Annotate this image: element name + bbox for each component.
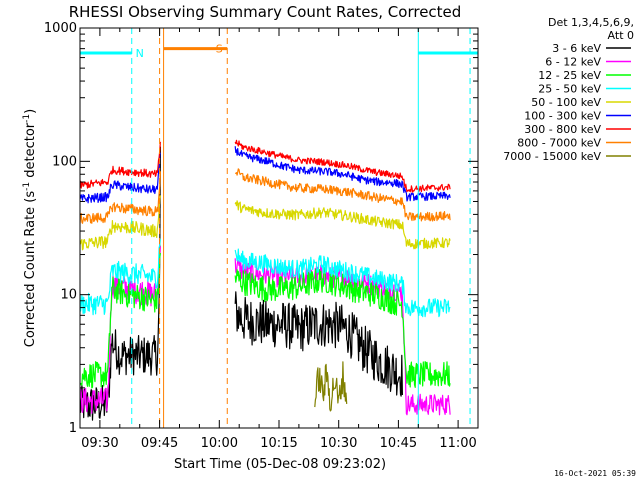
x-tick-label-4: 10:30 bbox=[320, 436, 357, 451]
x-tick-label-1: 09:45 bbox=[141, 436, 178, 451]
legend-label-8: 7000 - 15000 keV bbox=[503, 150, 601, 163]
y-axis-label-sup2: -1 bbox=[22, 114, 32, 123]
legend-label-1: 6 - 12 keV bbox=[545, 56, 601, 69]
x-tick-label-0: 09:30 bbox=[81, 436, 118, 451]
series-line-6-seg-0 bbox=[80, 141, 161, 189]
timestamp: 16-Oct-2021 05:39 bbox=[554, 469, 636, 478]
series-line-5-seg-1 bbox=[234, 146, 451, 202]
series-line-0-seg-1 bbox=[234, 291, 403, 397]
y-tick-label-2: 100 bbox=[52, 154, 77, 169]
x-tick-label-5: 10:45 bbox=[380, 436, 417, 451]
y-tick-label-1: 10 bbox=[60, 288, 77, 303]
x-tick-label-2: 10:00 bbox=[201, 436, 238, 451]
y-tick-label-0: 1 bbox=[69, 421, 77, 436]
series-layer bbox=[80, 139, 451, 421]
series-line-6-seg-1 bbox=[234, 139, 451, 193]
series-line-8-seg-0 bbox=[314, 361, 348, 412]
chart-title: RHESSI Observing Summary Count Rates, Co… bbox=[69, 3, 462, 21]
legend-label-6: 300 - 800 keV bbox=[524, 123, 601, 136]
marker-layer bbox=[80, 28, 478, 428]
series-line-0-seg-0 bbox=[80, 146, 161, 421]
flag-label-0: N bbox=[136, 47, 144, 60]
x-tick-label-3: 10:15 bbox=[260, 436, 297, 451]
y-axis-label-end: ) bbox=[23, 109, 38, 114]
flag-label-1: S bbox=[216, 43, 223, 56]
y-axis-label-sup1: -1 bbox=[22, 182, 32, 191]
y-axis-label-main: Corrected Count Rate (s bbox=[23, 191, 38, 348]
series-line-2-seg-1 bbox=[234, 267, 451, 388]
legend-label-4: 50 - 100 keV bbox=[531, 96, 601, 109]
axis-layer: 1 10 100 1000 09:30 09:45 10:00 10:15 10:30 10:45… bbox=[44, 21, 479, 451]
legend-label-0: 3 - 6 keV bbox=[552, 42, 601, 55]
series-line-3-seg-0 bbox=[80, 238, 161, 316]
series-line-7-seg-0 bbox=[80, 171, 161, 224]
legend-header-line-2: Att 0 bbox=[608, 29, 634, 42]
legend-label-5: 100 - 300 keV bbox=[524, 110, 601, 123]
series-line-7-seg-1 bbox=[235, 168, 451, 222]
legend-label-3: 25 - 50 keV bbox=[538, 83, 601, 96]
y-tick-label-3: 1000 bbox=[44, 21, 77, 36]
x-tick-label-6: 11:00 bbox=[439, 436, 476, 451]
series-line-4-seg-0 bbox=[80, 195, 161, 251]
series-line-2-seg-0 bbox=[80, 252, 161, 389]
y-axis-label: Corrected Count Rate (s-1 detector-1) bbox=[22, 109, 38, 347]
legend-label-2: 12 - 25 keV bbox=[538, 69, 601, 82]
series-line-4-seg-1 bbox=[234, 200, 451, 250]
series-line-3-seg-1 bbox=[234, 248, 451, 318]
legend-header-line-1: Det 1,3,4,5,6,9, bbox=[548, 16, 634, 29]
series-line-5-seg-0 bbox=[80, 152, 161, 204]
y-axis-label-mid: detector bbox=[23, 122, 38, 182]
x-axis-label: Start Time (05-Dec-08 09:23:02) bbox=[174, 457, 386, 472]
legend-label-7: 800 - 7000 keV bbox=[517, 137, 601, 150]
